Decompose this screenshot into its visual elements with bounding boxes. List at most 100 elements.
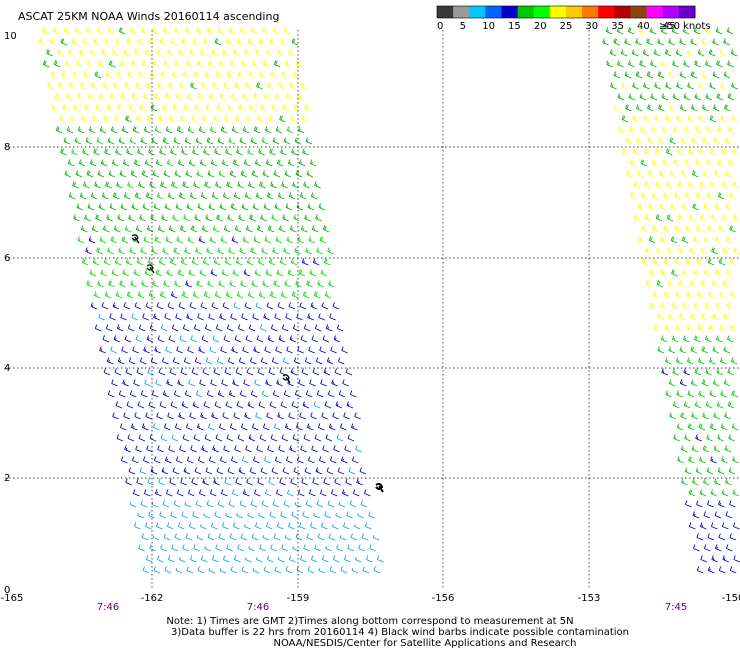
wind-barb [200,412,207,420]
wind-barb [728,434,735,442]
wind-barb [189,49,196,57]
wind-barb [305,500,313,508]
wind-barb [687,82,694,90]
wind-barb [262,170,270,178]
wind-barb [166,159,174,167]
wind-barb [709,82,716,90]
wind-barb [186,93,194,101]
wind-barb [172,104,180,112]
wind-barb [156,555,164,563]
wind-barb [681,478,688,486]
wind-barb [248,546,255,552]
wind-barb [718,225,725,233]
wind-barb [305,390,313,398]
wind-barb [99,126,107,134]
wind-barb [55,126,63,134]
wind-barb [709,423,717,431]
wind-barb [101,302,109,310]
wind-barb [270,434,278,442]
wind-barb [173,137,181,145]
wind-barb [164,313,171,321]
wind-barb [702,170,710,178]
wind-barb [281,71,289,79]
wind-barb [53,60,61,68]
wind-barb [89,269,97,277]
wind-barb [239,500,247,508]
wind-barb [723,71,731,79]
wind-barb [682,269,689,277]
wind-barb [129,27,137,35]
wind-barb [658,170,666,178]
wind-barb [153,313,160,321]
wind-barb [219,568,227,574]
wind-barb [113,335,121,343]
wind-barb [136,258,144,266]
wind-barb [319,346,326,354]
wind-barb [93,148,100,156]
wind-barb [160,181,167,189]
wind-barb [158,368,166,376]
wind-barb [668,71,676,79]
wind-barb [118,390,126,398]
wind-barb [318,456,326,464]
wind-barb [285,313,292,321]
wind-barb [656,280,664,288]
wind-barb [197,456,205,464]
wind-barb [305,247,312,255]
legend-swatch [501,6,519,18]
wind-barb [718,533,726,541]
wind-barb [285,93,293,101]
wind-barb [147,368,155,376]
wind-barb [310,192,318,200]
wind-barb [687,115,695,123]
wind-barb [113,225,121,233]
wind-barb [306,170,314,178]
wind-barb [648,236,656,244]
wind-barb [295,170,303,178]
wind-barb [239,137,247,145]
wind-barb [248,434,256,442]
wind-barb [286,236,294,244]
wind-barb [724,137,732,145]
wind-barb [47,82,54,90]
wind-barb [54,93,62,101]
wind-barb [646,38,653,46]
wind-barb [225,513,232,519]
wind-barb [237,324,245,332]
wind-barb [327,247,334,255]
wind-barb [663,225,670,233]
wind-barb [174,60,182,68]
wind-barb [51,104,59,112]
wind-barb [704,302,712,310]
wind-barb [721,181,728,189]
wind-barb [176,236,184,244]
wind-barb [93,38,101,46]
wind-barb [731,82,738,90]
wind-barb [653,49,661,57]
wind-barb [182,324,190,332]
wind-barb [719,291,726,299]
wind-barb [290,115,297,123]
wind-barb [72,181,79,189]
wind-barb [170,38,178,46]
wind-barb [275,346,282,354]
wind-barb [733,555,740,563]
wind-barb [729,500,736,508]
wind-barb [225,148,232,156]
wind-barb [126,401,134,409]
wind-barb [671,335,679,343]
wind-barb [689,247,696,255]
wind-barb [63,27,71,35]
wind-barb [641,225,648,233]
wind-barb [714,203,721,211]
wind-barb [372,535,380,541]
wind-barb [323,258,331,266]
wind-barb [219,93,227,101]
wind-barb [121,236,129,244]
wind-barb [701,38,708,46]
wind-barb [649,269,656,277]
wind-barb [52,27,60,35]
wind-barb [703,478,710,486]
wind-barb [268,478,275,486]
wind-barb [205,104,213,112]
